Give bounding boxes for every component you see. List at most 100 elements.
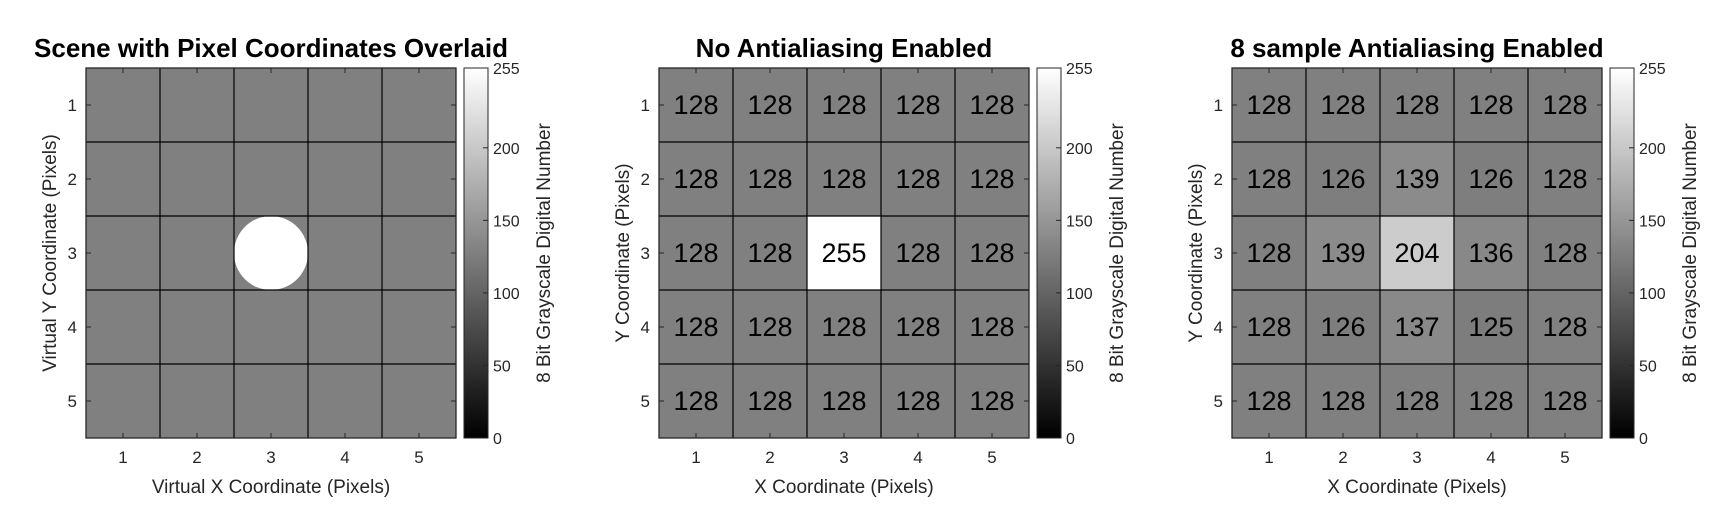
cell-value-label: 128 [673, 312, 718, 342]
heatmap-cell [733, 142, 807, 216]
x-tick-label: 2 [1338, 448, 1347, 467]
cell-value-label: 128 [821, 386, 866, 416]
colorbar-tick-label: 200 [1639, 141, 1666, 158]
heatmap-cell [1306, 68, 1380, 142]
heatmap-cell [733, 68, 807, 142]
heatmap-cell [86, 364, 160, 438]
heatmap-cell [1380, 216, 1454, 290]
x-tick-label: 3 [1412, 448, 1421, 467]
y-tick-label: 1 [68, 96, 77, 115]
heatmap-cell [382, 68, 456, 142]
heatmap-cell [382, 142, 456, 216]
heatmap-cell [234, 290, 308, 364]
x-axis-label: X Coordinate (Pixels) [754, 477, 934, 498]
heatmap-cell [1454, 364, 1528, 438]
heatmap-cell [1232, 290, 1306, 364]
colorbar-tick-label: 255 [1066, 61, 1093, 78]
cell-value-label: 128 [1542, 386, 1587, 416]
cell-value-label: 128 [895, 164, 940, 194]
y-tick-label: 2 [1214, 170, 1223, 189]
x-tick-label: 5 [414, 448, 423, 467]
cell-value-label: 136 [1468, 238, 1513, 268]
heatmap-cell [160, 290, 234, 364]
heatmap-cell [1380, 364, 1454, 438]
cell-value-label: 128 [747, 312, 792, 342]
cell-value-label: 128 [895, 386, 940, 416]
heatmap-cell [955, 364, 1029, 438]
cell-value-label: 128 [1320, 90, 1365, 120]
heatmap-cell [382, 290, 456, 364]
x-tick-label: 3 [266, 448, 275, 467]
cell-value-label: 128 [1246, 90, 1291, 120]
cell-value-label: 204 [1394, 238, 1439, 268]
heatmap-cell [881, 290, 955, 364]
heatmap-cell [1306, 142, 1380, 216]
heatmap-cell [86, 290, 160, 364]
cell-value-label: 128 [969, 312, 1014, 342]
cell-value-label: 128 [969, 90, 1014, 120]
y-tick-label: 4 [641, 318, 650, 337]
y-tick-label: 4 [68, 318, 77, 337]
x-tick-label: 2 [192, 448, 201, 467]
colorbar-label: 8 Bit Grayscale Digital Number [534, 122, 555, 382]
colorbar-tick-label: 0 [1066, 431, 1075, 448]
colorbar-tick-label: 200 [1066, 141, 1093, 158]
cell-value-label: 128 [1542, 312, 1587, 342]
cell-value-label: 128 [969, 238, 1014, 268]
heatmap-cell [160, 68, 234, 142]
heatmap-cell [1380, 290, 1454, 364]
heatmap-cell [382, 216, 456, 290]
heatmap-cell [160, 364, 234, 438]
cell-value-label: 128 [1542, 238, 1587, 268]
heatmap-cell [955, 68, 1029, 142]
heatmap-cell [955, 216, 1029, 290]
cell-value-label: 128 [895, 238, 940, 268]
white-disk [234, 216, 308, 290]
y-tick-label: 1 [641, 96, 650, 115]
heatmap-cell [881, 216, 955, 290]
colorbar [1036, 67, 1062, 439]
colorbar-label: 8 Bit Grayscale Digital Number [1107, 122, 1128, 382]
heatmap-cell [1454, 142, 1528, 216]
colorbar-tick-label: 50 [493, 358, 511, 375]
heatmap-cell [308, 216, 382, 290]
x-tick-label: 1 [118, 448, 127, 467]
x-tick-label: 3 [839, 448, 848, 467]
y-tick-label: 1 [1214, 96, 1223, 115]
heatmap-cell [1454, 68, 1528, 142]
heatmap-cell [1528, 364, 1602, 438]
colorbar-tick-label: 100 [1639, 286, 1666, 303]
cell-value-label: 128 [821, 90, 866, 120]
heatmap-cell [1454, 216, 1528, 290]
heatmap-cell [86, 142, 160, 216]
y-tick-label: 2 [641, 170, 650, 189]
heatmap-cell [1232, 142, 1306, 216]
chart-title: 8 sample Antialiasing Enabled [1230, 33, 1603, 63]
cell-value-label: 128 [821, 312, 866, 342]
heatmap-cell [807, 142, 881, 216]
heatmap-cell [1380, 68, 1454, 142]
heatmap-cell [308, 68, 382, 142]
heatmap-cell [881, 68, 955, 142]
x-tick-label: 5 [987, 448, 996, 467]
cell-value-label: 128 [895, 90, 940, 120]
heatmap-cell [234, 142, 308, 216]
heatmap-cell [659, 364, 733, 438]
heatmap-cell [1380, 142, 1454, 216]
colorbar [463, 67, 489, 439]
heatmap-cell [807, 290, 881, 364]
heatmap-cell [1528, 290, 1602, 364]
y-tick-label: 3 [68, 244, 77, 263]
heatmap-cell [955, 142, 1029, 216]
cell-value-label: 139 [1320, 238, 1365, 268]
heatmap-cell [160, 142, 234, 216]
x-axis-label: X Coordinate (Pixels) [1327, 477, 1507, 498]
x-tick-label: 1 [691, 448, 700, 467]
colorbar-tick-label: 255 [493, 61, 520, 78]
colorbar-tick-label: 0 [1639, 431, 1648, 448]
heatmap-cell [308, 364, 382, 438]
cell-value-label: 128 [673, 386, 718, 416]
y-tick-label: 2 [68, 170, 77, 189]
